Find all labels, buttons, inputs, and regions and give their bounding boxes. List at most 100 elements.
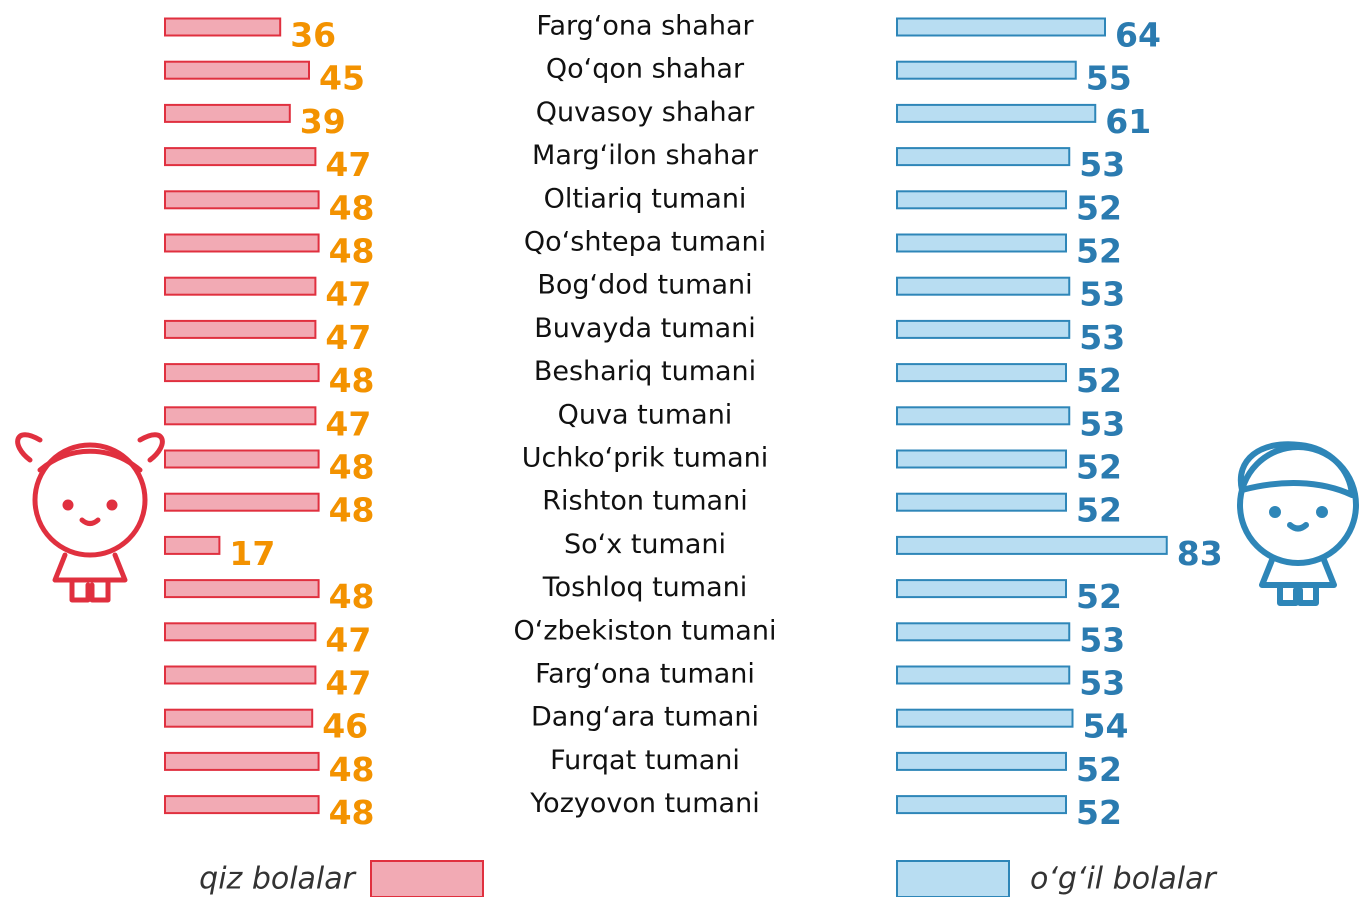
value-label: 53 [1079, 275, 1125, 314]
category-label: Furqat tumani [550, 745, 740, 776]
value-label: 53 [1079, 404, 1125, 443]
category-label: Buvayda tumani [534, 313, 756, 344]
value-label: 55 [1086, 59, 1132, 98]
bar [164, 190, 320, 210]
value-label: 48 [329, 793, 375, 832]
category-label: O‘zbekiston tumani [514, 615, 777, 646]
bar [164, 622, 317, 642]
value-label: 52 [1076, 491, 1122, 530]
bar [896, 622, 1071, 642]
bar [896, 492, 1067, 512]
bar [164, 665, 317, 685]
bar [164, 103, 291, 123]
category-label: Farg‘ona shahar [536, 11, 754, 42]
value-label: 48 [329, 750, 375, 789]
category-label: Bog‘dod tumani [537, 270, 752, 301]
value-label: 61 [1105, 102, 1151, 141]
value-label: 39 [300, 102, 346, 141]
value-label: 53 [1079, 620, 1125, 659]
value-label: 64 [1115, 16, 1161, 55]
bar [164, 579, 320, 599]
bar [896, 406, 1071, 426]
legend-label: qiz bolalar [199, 862, 356, 897]
bar [896, 147, 1071, 167]
bar [164, 60, 310, 80]
category-label: Oltiariq tumani [544, 183, 747, 214]
legend-swatch [896, 860, 1010, 897]
value-label: 52 [1076, 750, 1122, 789]
value-label: 47 [325, 145, 371, 184]
value-label: 48 [329, 491, 375, 530]
value-label: 17 [229, 534, 275, 573]
category-label: Quvasoy shahar [536, 97, 755, 128]
legend-label: o‘g‘il bolalar [1030, 862, 1218, 897]
value-label: 54 [1083, 707, 1129, 746]
value-label: 47 [325, 275, 371, 314]
bar [164, 363, 320, 383]
girl-icon [15, 432, 165, 603]
bar [896, 276, 1071, 296]
category-label: Qo‘qon shahar [546, 54, 745, 85]
bar [164, 17, 282, 37]
bar [896, 579, 1067, 599]
value-label: 52 [1076, 232, 1122, 271]
value-label: 53 [1079, 145, 1125, 184]
bar [164, 795, 320, 815]
category-label: Uchko‘prik tumani [522, 443, 769, 474]
bar [164, 406, 317, 426]
category-label: Qo‘shtepa tumani [524, 227, 766, 258]
bar [896, 17, 1106, 37]
bar [164, 449, 320, 469]
bar [164, 233, 320, 253]
bar [164, 276, 317, 296]
value-label: 47 [325, 664, 371, 703]
bar [896, 60, 1077, 80]
value-label: 48 [329, 232, 375, 271]
value-label: 52 [1076, 448, 1122, 487]
bar [164, 319, 317, 339]
bar [896, 708, 1074, 728]
bar [164, 147, 317, 167]
value-label: 53 [1079, 318, 1125, 357]
category-label: Beshariq tumani [534, 356, 756, 387]
bar [164, 492, 320, 512]
category-label: Farg‘ona tumani [535, 659, 755, 690]
category-label: Rishton tumani [542, 486, 747, 517]
legend-swatch [370, 860, 484, 897]
category-label: So‘x tumani [564, 529, 726, 560]
value-label: 52 [1076, 577, 1122, 616]
value-label: 48 [329, 188, 375, 227]
value-label: 48 [329, 448, 375, 487]
category-label: Yozyovon tumani [529, 788, 759, 819]
value-label: 36 [290, 16, 336, 55]
value-label: 83 [1177, 534, 1223, 573]
value-label: 52 [1076, 361, 1122, 400]
bar [896, 190, 1067, 210]
bar [164, 535, 221, 555]
value-label: 48 [329, 577, 375, 616]
value-label: 52 [1076, 793, 1122, 832]
bar [896, 449, 1067, 469]
category-label: Marg‘ilon shahar [532, 140, 759, 171]
value-label: 53 [1079, 664, 1125, 703]
bar [896, 103, 1097, 123]
value-label: 52 [1076, 188, 1122, 227]
value-label: 47 [325, 404, 371, 443]
bar [164, 708, 314, 728]
value-label: 46 [322, 707, 368, 746]
bar [896, 363, 1067, 383]
value-label: 47 [325, 318, 371, 357]
category-label: Quva tumani [558, 399, 733, 430]
bar [164, 751, 320, 771]
value-label: 45 [319, 59, 365, 98]
bar [896, 665, 1071, 685]
bar [896, 319, 1071, 339]
value-label: 48 [329, 361, 375, 400]
bar [896, 233, 1067, 253]
category-label: Dang‘ara tumani [531, 702, 759, 733]
bar [896, 751, 1067, 771]
bar [896, 795, 1067, 815]
boy-icon [1237, 441, 1359, 606]
category-label: Toshloq tumani [542, 572, 748, 603]
